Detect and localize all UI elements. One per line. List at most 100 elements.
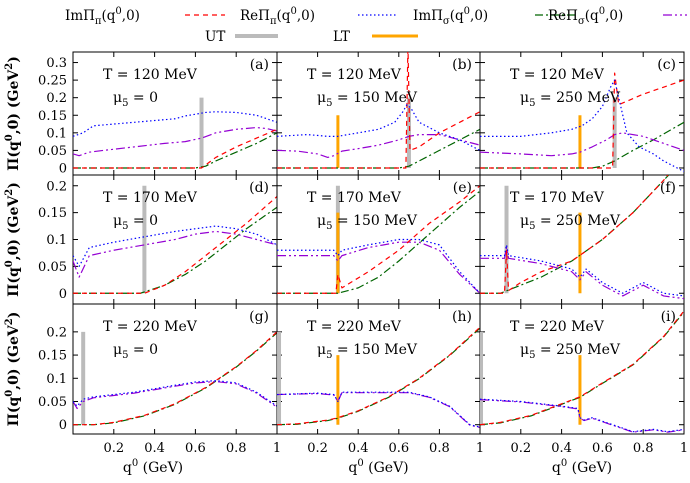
series-re-pi [277, 391, 480, 428]
series-re-pi [73, 225, 277, 267]
x-tick-label: 1 [680, 441, 688, 456]
y-tick-label: 0.05 [38, 395, 67, 410]
x-axis-title: q0 (GeV) [123, 458, 183, 476]
series-re-pi [480, 79, 684, 173]
panel-id: (d) [249, 180, 269, 196]
series-re-sigma [73, 126, 277, 157]
panel-f: T = 170 MeV μ5 = 250 MeV (f) [479, 174, 685, 305]
panel-d: T = 170 MeV μ5 = 0 (d) [72, 174, 278, 305]
y-tick-label: 0.15 [38, 349, 67, 364]
y-tick-label: 0.15 [38, 109, 67, 124]
panel-id: (i) [661, 309, 676, 325]
series-im-sigma [480, 175, 670, 294]
plot-area [277, 52, 480, 169]
series-re-pi [480, 244, 684, 297]
y-tick-label: 0.3 [46, 56, 67, 71]
x-tick-label: 0.8 [633, 441, 654, 456]
series-im-pi [277, 326, 480, 426]
plot-area [73, 185, 277, 294]
series-im-pi [73, 128, 277, 169]
panel-temperature: T = 220 MeV [307, 319, 402, 335]
panel-id: (a) [250, 57, 269, 73]
series-re-sigma [73, 380, 277, 410]
panel-c: T = 120 MeV μ5 = 250 MeV (c) [479, 51, 685, 176]
y-tick-label: 0.2 [46, 91, 67, 106]
panel-b: T = 120 MeV μ5 = 150 MeV (b) [276, 51, 481, 176]
y-tick-label: 0 [59, 287, 67, 302]
legend-label-lt: LT [333, 29, 350, 45]
panel-temperature: T = 120 MeV [103, 67, 198, 83]
panel-mu5: μ5 = 150 MeV [317, 213, 418, 232]
series-im-pi [480, 175, 669, 294]
series-re-sigma [277, 392, 480, 429]
y-axis-title: Π(q0,0) (GeV2) [4, 182, 22, 297]
y-tick-label: 0.15 [38, 206, 67, 221]
series-im-sigma [73, 132, 277, 169]
series-re-sigma [480, 246, 684, 300]
panel-mu5: μ5 = 250 MeV [520, 213, 621, 232]
x-axis-title: q0 (GeV) [552, 458, 612, 476]
series-re-pi [73, 380, 277, 407]
series-im-pi [480, 72, 684, 169]
y-axis-title: Π(q0,0) (GeV2) [4, 56, 22, 171]
y-tick-label: 0.05 [38, 144, 67, 159]
x-tick-label: 0.8 [429, 441, 450, 456]
y-tick-label: 0 [59, 418, 67, 433]
y-axis-title: Π(q0,0) (GeV2) [4, 312, 22, 427]
panel-i: T = 220 MeV μ5 = 250 MeV (i) [479, 303, 685, 435]
panel-id: (g) [249, 309, 269, 325]
plot-area [480, 72, 684, 173]
series-re-sigma [277, 133, 480, 159]
series-im-sigma [480, 121, 684, 169]
series-im-pi [277, 185, 480, 294]
legend-label-re-sigma: ReΠσ(q0,0) [548, 6, 623, 27]
panel-mu5: μ5 = 250 MeV [520, 90, 621, 109]
x-tick-label: 0.8 [226, 441, 247, 456]
panel-h: T = 220 MeV μ5 = 150 MeV (h) [276, 303, 481, 435]
x-tick-label: 0.2 [307, 441, 328, 456]
y-tick-label: 0.25 [38, 74, 67, 89]
panel-g: T = 220 MeV μ5 = 0 (g) [72, 303, 278, 435]
series-re-sigma [480, 132, 684, 157]
y-tick-label: 0.2 [46, 325, 67, 340]
series-im-sigma [73, 332, 277, 426]
y-tick-label: 0.1 [46, 372, 67, 387]
panel-mu5: μ5 = 0 [113, 90, 158, 109]
panel-temperature: T = 170 MeV [510, 190, 605, 206]
x-tick-label: 0.6 [592, 441, 613, 456]
x-tick-label: 0.4 [348, 441, 369, 456]
series-re-sigma [277, 241, 480, 294]
series-re-pi [480, 398, 684, 433]
legend-label-re-pi: ReΠπ(q0,0) [240, 6, 315, 27]
x-tick-label: 0.6 [388, 441, 409, 456]
x-tick-label: 0.6 [185, 441, 206, 456]
series-re-pi [277, 104, 480, 151]
panel-temperature: T = 120 MeV [510, 67, 605, 83]
x-tick-label: 1 [476, 441, 484, 456]
panel-id: (h) [452, 309, 472, 325]
series-im-sigma [277, 190, 480, 294]
axis-labels: 0 0.05 0.1 0.15 0.2 0.25 0.3 0 0.05 0.1 0.15 0.2 0 0.… [4, 56, 688, 476]
legend-label-im-pi: ImΠπ(q0,0) [65, 6, 140, 27]
plot-area [277, 185, 480, 294]
series-re-sigma [73, 230, 277, 278]
x-tick-label: 0.2 [103, 441, 124, 456]
panel-mu5: μ5 = 0 [113, 213, 158, 232]
panel-mu5: μ5 = 250 MeV [520, 342, 621, 361]
panel-id: (b) [452, 57, 472, 73]
panel-temperature: T = 170 MeV [103, 190, 198, 206]
plot-area [277, 326, 480, 429]
y-tick-label: 0.1 [46, 126, 67, 141]
x-axis-title: q0 (GeV) [348, 458, 408, 476]
panel-mu5: μ5 = 150 MeV [317, 90, 418, 109]
panel-id: (c) [657, 57, 676, 73]
panel-temperature: T = 220 MeV [510, 319, 605, 335]
plot-area [480, 175, 684, 300]
plot-area [480, 310, 684, 433]
panel-e: T = 170 MeV μ5 = 150 MeV (e) [276, 174, 481, 305]
series-im-pi [277, 52, 480, 169]
y-tick-label: 0.1 [46, 233, 67, 248]
legend-label-im-sigma: ImΠσ(q0,0) [413, 6, 488, 27]
y-tick-label: 0.2 [46, 179, 67, 194]
